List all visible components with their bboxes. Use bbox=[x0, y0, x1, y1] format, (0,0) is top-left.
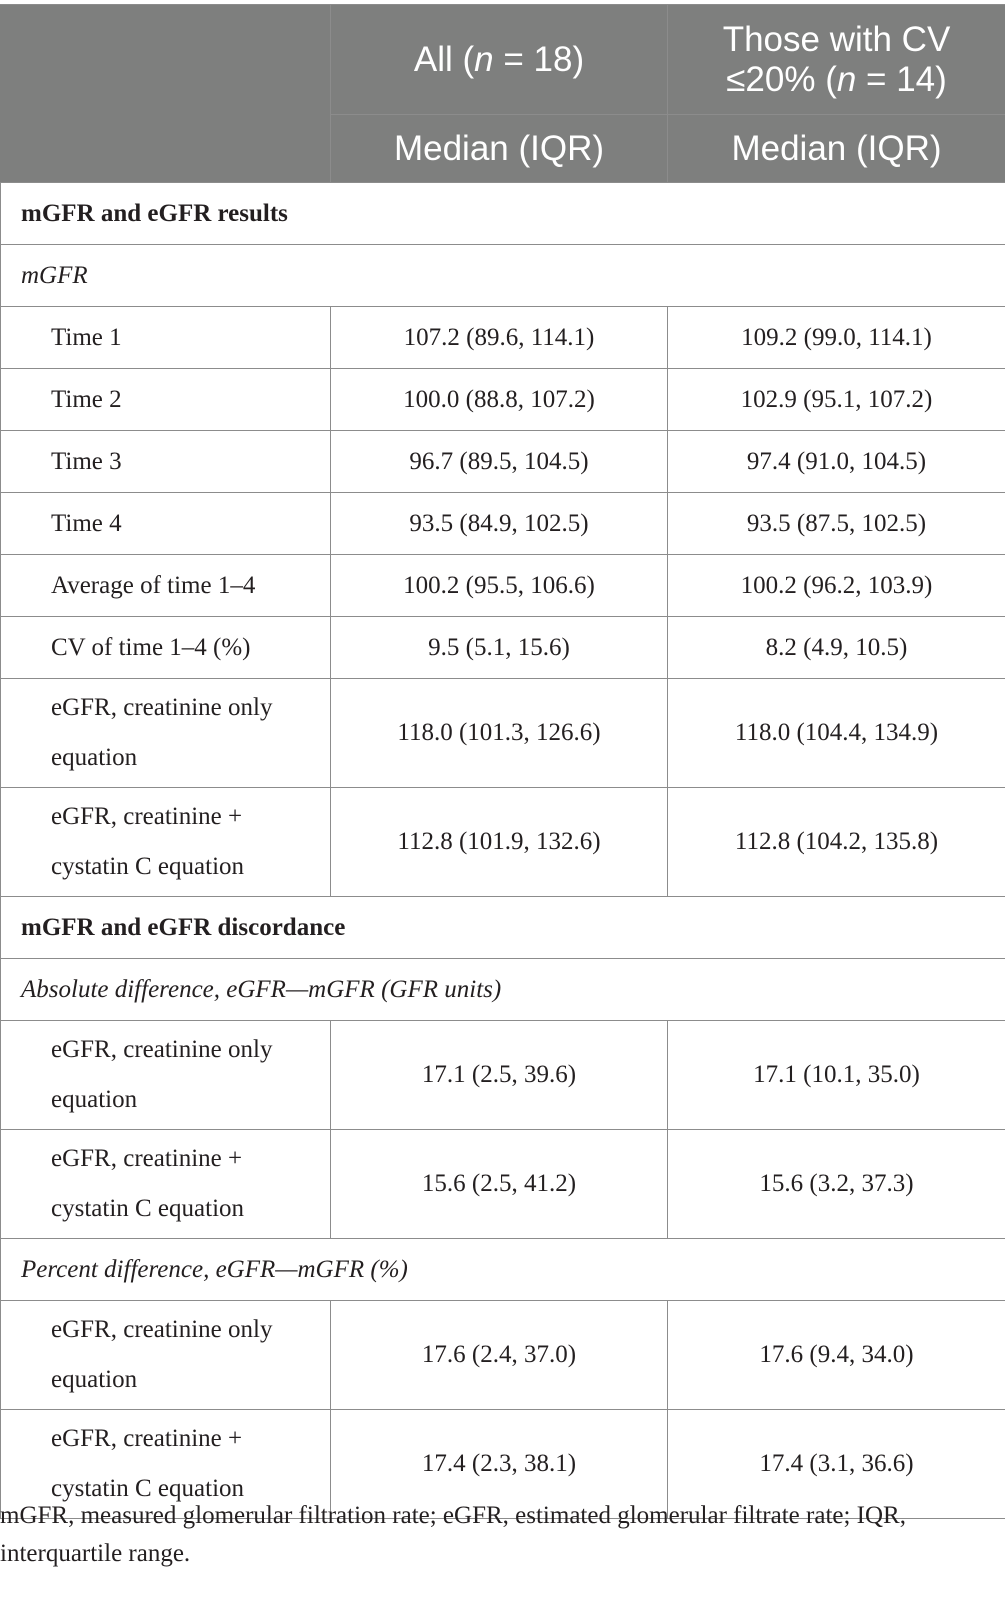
table-row: Time 4 93.5 (84.9, 102.5) 93.5 (87.5, 10… bbox=[0, 492, 1005, 555]
subsection-absolute-difference: Absolute difference, eGFR—mGFR (GFR unit… bbox=[0, 958, 1005, 1021]
table-row: Time 3 96.7 (89.5, 104.5) 97.4 (91.0, 10… bbox=[0, 430, 1005, 493]
row-label: eGFR, creatinine only equation bbox=[0, 1300, 331, 1410]
cell-cv: 15.6 (3.2, 37.3) bbox=[667, 1129, 1005, 1239]
subheader-row: Median (IQR) Median (IQR) bbox=[1, 114, 1005, 183]
table-row: Time 2 100.0 (88.8, 107.2) 102.9 (95.1, … bbox=[0, 368, 1005, 431]
table-row: eGFR, creatinine + cystatin C equation 1… bbox=[0, 1129, 1005, 1239]
section-row: mGFR and eGFR results bbox=[0, 182, 1005, 245]
subsection-percent-difference: Percent difference, eGFR—mGFR (%) bbox=[0, 1238, 1005, 1301]
cell-cv: 97.4 (91.0, 104.5) bbox=[667, 430, 1005, 493]
cell-cv: 109.2 (99.0, 114.1) bbox=[667, 306, 1005, 369]
cell-all: 17.6 (2.4, 37.0) bbox=[330, 1300, 668, 1410]
cell-all: 96.7 (89.5, 104.5) bbox=[330, 430, 668, 493]
row-label: Time 4 bbox=[0, 492, 331, 555]
table-header: All (n = 18) Those with CV ≤20% (n = 14) … bbox=[0, 4, 1005, 183]
row-label: CV of time 1–4 (%) bbox=[0, 616, 331, 679]
table-row: CV of time 1–4 (%) 9.5 (5.1, 15.6) 8.2 (… bbox=[0, 616, 1005, 679]
cell-cv: 17.1 (10.1, 35.0) bbox=[667, 1020, 1005, 1130]
cell-cv: 93.5 (87.5, 102.5) bbox=[667, 492, 1005, 555]
cell-cv: 112.8 (104.2, 135.8) bbox=[667, 787, 1005, 897]
header-all: All (n = 18) bbox=[330, 4, 668, 115]
cell-all: 17.4 (2.3, 38.1) bbox=[330, 1409, 668, 1519]
section-discordance-title: mGFR and eGFR discordance bbox=[0, 896, 1005, 959]
cell-all: 107.2 (89.6, 114.1) bbox=[330, 306, 668, 369]
cell-all: 93.5 (84.9, 102.5) bbox=[330, 492, 668, 555]
header-blank-cell bbox=[0, 4, 331, 183]
row-label: eGFR, creatinine only equation bbox=[0, 1020, 331, 1130]
cell-all: 15.6 (2.5, 41.2) bbox=[330, 1129, 668, 1239]
subheader-all: Median (IQR) bbox=[330, 114, 668, 183]
cell-cv: 102.9 (95.1, 107.2) bbox=[667, 368, 1005, 431]
cell-cv: 118.0 (104.4, 134.9) bbox=[667, 678, 1005, 788]
table-row: eGFR, creatinine + cystatin C equation 1… bbox=[0, 1409, 1005, 1519]
subsection-mgfr: mGFR bbox=[0, 244, 1005, 307]
header-row: All (n = 18) Those with CV ≤20% (n = 14) bbox=[0, 4, 1005, 183]
row-label: Time 1 bbox=[0, 306, 331, 369]
table-row: eGFR, creatinine only equation 118.0 (10… bbox=[0, 678, 1005, 788]
row-label: eGFR, creatinine only equation bbox=[0, 678, 331, 788]
cell-all: 118.0 (101.3, 126.6) bbox=[330, 678, 668, 788]
table-row: eGFR, creatinine only equation 17.1 (2.5… bbox=[0, 1020, 1005, 1130]
cell-all: 100.2 (95.5, 106.6) bbox=[330, 554, 668, 617]
subsection-row: Absolute difference, eGFR—mGFR (GFR unit… bbox=[0, 958, 1005, 1021]
cell-all: 17.1 (2.5, 39.6) bbox=[330, 1020, 668, 1130]
section-results-title: mGFR and eGFR results bbox=[0, 182, 1005, 245]
cell-cv: 8.2 (4.9, 10.5) bbox=[667, 616, 1005, 679]
cell-cv: 100.2 (96.2, 103.9) bbox=[667, 554, 1005, 617]
row-label: Time 2 bbox=[0, 368, 331, 431]
subheader-cv: Median (IQR) bbox=[667, 114, 1005, 183]
cell-cv: 17.6 (9.4, 34.0) bbox=[667, 1300, 1005, 1410]
subsection-row: mGFR bbox=[0, 244, 1005, 307]
row-label: eGFR, creatinine + cystatin C equation bbox=[0, 1129, 331, 1239]
section-row: mGFR and eGFR discordance bbox=[0, 896, 1005, 959]
cell-all: 9.5 (5.1, 15.6) bbox=[330, 616, 668, 679]
row-label: eGFR, creatinine + cystatin C equation bbox=[0, 787, 331, 897]
results-table: All (n = 18) Those with CV ≤20% (n = 14) … bbox=[0, 4, 1005, 1519]
subsection-row: Percent difference, eGFR—mGFR (%) bbox=[0, 1238, 1005, 1301]
table-row: Average of time 1–4 100.2 (95.5, 106.6) … bbox=[0, 554, 1005, 617]
header-cv: Those with CV ≤20% (n = 14) bbox=[667, 4, 1005, 115]
row-label: Average of time 1–4 bbox=[0, 554, 331, 617]
table-row: Time 1 107.2 (89.6, 114.1) 109.2 (99.0, … bbox=[0, 306, 1005, 369]
cell-all: 112.8 (101.9, 132.6) bbox=[330, 787, 668, 897]
row-label: Time 3 bbox=[0, 430, 331, 493]
row-label: eGFR, creatinine + cystatin C equation bbox=[0, 1409, 331, 1519]
cell-all: 100.0 (88.8, 107.2) bbox=[330, 368, 668, 431]
table-body: mGFR and eGFR results mGFR Time 1 107.2 … bbox=[0, 182, 1005, 1519]
table-row: eGFR, creatinine only equation 17.6 (2.4… bbox=[0, 1300, 1005, 1410]
table-row: eGFR, creatinine + cystatin C equation 1… bbox=[0, 787, 1005, 897]
table-footnote: mGFR, measured glomerular filtration rat… bbox=[0, 1502, 906, 1567]
